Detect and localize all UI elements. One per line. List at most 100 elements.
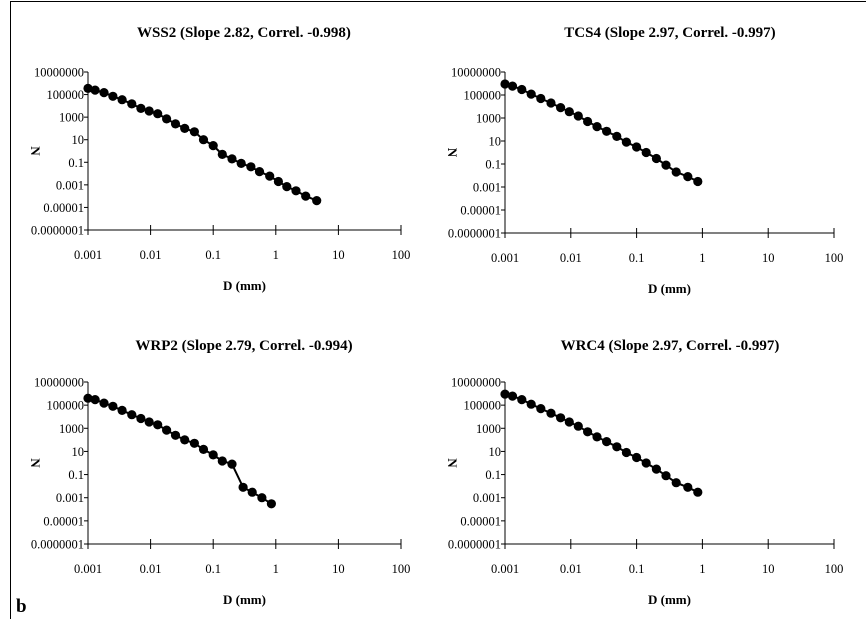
data-point bbox=[661, 160, 671, 170]
data-point bbox=[536, 404, 546, 414]
data-point bbox=[127, 410, 137, 420]
data-point bbox=[536, 93, 546, 104]
data-point bbox=[556, 103, 566, 113]
x-tick-label: 1 bbox=[273, 562, 279, 576]
y-tick-label: 0.0000001 bbox=[448, 538, 501, 552]
y-axis-label: N bbox=[28, 146, 43, 156]
x-tick-label: 0.01 bbox=[560, 251, 582, 265]
x-axis-label: D (mm) bbox=[648, 281, 691, 296]
x-tick-label: 0.001 bbox=[74, 562, 102, 576]
data-point bbox=[136, 413, 146, 424]
data-point bbox=[136, 103, 146, 113]
y-tick-label: 10 bbox=[489, 445, 502, 459]
data-point bbox=[153, 420, 163, 430]
y-axis-label: N bbox=[28, 458, 43, 468]
data-point bbox=[83, 393, 93, 403]
y-tick-label: 0.001 bbox=[473, 181, 501, 195]
x-tick-label: 100 bbox=[392, 248, 411, 262]
y-tick-label: 10000000 bbox=[34, 66, 84, 80]
data-point bbox=[265, 171, 275, 181]
data-point bbox=[602, 126, 612, 136]
data-point bbox=[99, 398, 109, 408]
data-point bbox=[612, 442, 622, 452]
data-point bbox=[573, 111, 583, 121]
data-point bbox=[236, 158, 246, 168]
data-point bbox=[282, 182, 292, 192]
data-point bbox=[90, 395, 100, 405]
y-tick-label: 10 bbox=[72, 133, 85, 147]
chart-2: TCS4 (Slope 2.97, Correl. -0.997) 0.001 0.… bbox=[445, 25, 843, 296]
x-tick-label: 0.01 bbox=[560, 562, 582, 576]
data-point bbox=[693, 176, 703, 187]
data-point bbox=[170, 119, 181, 129]
y-tick-label: 10000000 bbox=[451, 66, 501, 80]
data-point bbox=[162, 425, 172, 435]
y-tick-label: 100000 bbox=[47, 88, 85, 102]
data-point bbox=[583, 116, 593, 127]
data-point bbox=[517, 395, 527, 405]
y-tick-label: 1000 bbox=[59, 111, 84, 125]
data-point bbox=[90, 85, 100, 95]
x-tick-label: 1 bbox=[699, 562, 705, 576]
y-tick-label: 1000 bbox=[476, 422, 501, 436]
y-tick-label: 0.1 bbox=[485, 158, 501, 172]
chart-title: WRC4 (Slope 2.97, Correl. -0.997) bbox=[561, 338, 780, 354]
data-point bbox=[573, 421, 583, 431]
x-tick-label: 0.01 bbox=[140, 248, 162, 262]
data-point bbox=[99, 88, 109, 98]
x-tick-label: 10 bbox=[762, 251, 775, 265]
y-axis-label: N bbox=[445, 148, 460, 158]
data-point bbox=[500, 79, 510, 89]
y-tick-label: 100000 bbox=[464, 89, 502, 103]
y-tick-label: 10 bbox=[72, 445, 85, 459]
data-point bbox=[507, 81, 518, 91]
data-point bbox=[564, 107, 574, 117]
data-point bbox=[641, 147, 651, 158]
y-tick-label: 0.001 bbox=[56, 491, 84, 505]
data-point bbox=[189, 127, 199, 137]
data-point bbox=[189, 438, 199, 448]
data-point bbox=[661, 471, 671, 481]
y-tick-label: 0.1 bbox=[485, 468, 501, 482]
data-point bbox=[301, 191, 311, 201]
data-point bbox=[546, 98, 556, 108]
data-point bbox=[291, 186, 301, 196]
x-tick-label: 0.1 bbox=[629, 562, 645, 576]
x-tick-label: 1 bbox=[699, 251, 705, 265]
chart-grid: WSS2 (Slope 2.82, Correl. -0.998) 0.001 0.… bbox=[28, 25, 843, 607]
chart-title: WSS2 (Slope 2.82, Correl. -0.998) bbox=[137, 25, 351, 41]
y-tick-label: 1000 bbox=[476, 112, 501, 126]
x-tick-label: 10 bbox=[332, 248, 345, 262]
data-point bbox=[556, 413, 566, 423]
data-point bbox=[227, 154, 237, 164]
data-point bbox=[583, 427, 593, 437]
data-point bbox=[683, 482, 693, 492]
data-point bbox=[227, 459, 237, 469]
data-point bbox=[632, 142, 642, 152]
y-tick-label: 10 bbox=[489, 135, 502, 149]
data-point bbox=[526, 399, 536, 409]
x-tick-label: 10 bbox=[762, 562, 775, 576]
data-point bbox=[127, 99, 137, 109]
data-point bbox=[526, 89, 536, 99]
data-point bbox=[162, 114, 172, 124]
x-tick-label: 100 bbox=[825, 562, 844, 576]
data-point bbox=[238, 482, 248, 492]
y-axis-label: N bbox=[445, 458, 460, 468]
y-tick-label: 0.00001 bbox=[460, 514, 501, 528]
y-tick-label: 0.001 bbox=[473, 491, 501, 505]
data-point bbox=[564, 417, 574, 427]
panel-label: b bbox=[16, 596, 27, 617]
x-tick-label: 100 bbox=[825, 251, 844, 265]
data-point bbox=[592, 122, 602, 132]
data-point bbox=[693, 487, 703, 497]
data-point bbox=[117, 95, 127, 105]
x-tick-label: 0.1 bbox=[629, 251, 645, 265]
data-point bbox=[117, 405, 127, 415]
chart-4: WRC4 (Slope 2.97, Correl. -0.997) 0.001 0.… bbox=[445, 338, 843, 607]
data-point bbox=[612, 131, 622, 141]
data-point bbox=[312, 196, 322, 206]
data-point bbox=[671, 167, 681, 177]
data-point bbox=[153, 109, 163, 119]
